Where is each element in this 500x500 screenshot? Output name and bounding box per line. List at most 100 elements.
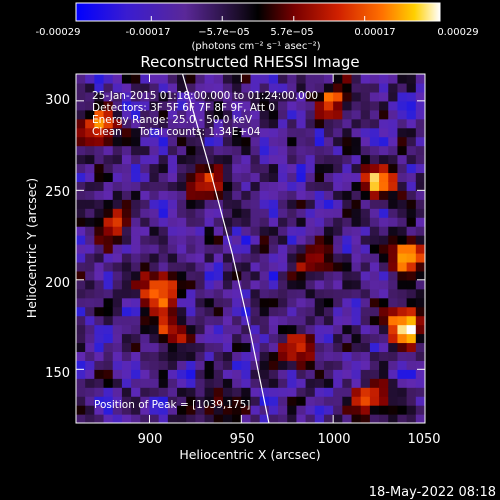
heatmap-cell [158,252,169,263]
heatmap-cell [323,252,334,263]
heatmap-cell [360,270,371,281]
heatmap-cell [131,342,141,353]
heatmap-cell [158,190,169,200]
heatmap-cell [305,163,316,174]
heatmap-cell [131,333,141,344]
colorbar-tick-label-5: 0.00029 [437,27,478,38]
heatmap-cell [158,163,169,174]
heatmap-cell [149,109,160,120]
heatmap-cell [369,118,380,129]
heatmap-cell [131,181,141,191]
heatmap-cell [287,154,298,165]
heatmap-cell [342,82,353,93]
heatmap-cell [112,270,123,281]
heatmap-cell [369,172,380,182]
heatmap-cell [342,351,353,361]
heatmap-cell [250,181,261,191]
heatmap-cell [351,181,362,191]
heatmap-cell [323,351,334,361]
heatmap-cell [369,244,380,254]
heatmap-cell [186,315,196,326]
heatmap-cell [177,342,187,353]
heatmap-cell [140,261,151,272]
heatmap-cell [278,333,288,344]
heatmap-cell [204,91,215,102]
heatmap-cell [186,136,196,147]
heatmap-cell [406,279,417,290]
heatmap-cell [369,74,380,84]
heatmap-cell [241,369,252,379]
heatmap-cell [305,181,316,191]
heatmap-cell [296,127,307,138]
heatmap-cell [112,82,123,93]
heatmap-cell [213,414,224,423]
heatmap-cell [149,208,160,218]
heatmap-cell [213,217,224,227]
heatmap-cell [342,306,353,317]
heatmap-cell [323,163,334,174]
heatmap-cell [85,74,95,84]
heatmap-cell [241,136,252,147]
heatmap-cell [186,270,196,281]
heatmap-cell [323,74,334,84]
heatmap-cell [278,226,288,236]
heatmap-cell [140,324,151,335]
heatmap-cell [406,297,417,308]
heatmap-cell [278,306,288,317]
heatmap-cell [213,405,224,415]
heatmap-cell [103,136,114,147]
heatmap-cell [121,396,132,406]
heatmap-cell [213,378,224,388]
heatmap-cell [232,190,242,200]
heatmap-cell [379,279,389,290]
heatmap-cell [250,109,261,120]
heatmap-cell [222,74,233,84]
info-line-counts: Clean Total counts: 1.34E+04 [92,126,261,138]
heatmap-cell [314,405,325,415]
heatmap-cell [76,208,86,218]
heatmap-cell [305,405,316,415]
heatmap-cell [250,100,261,111]
heatmap-cell [85,252,95,263]
heatmap-cell [333,297,343,308]
heatmap-cell [268,333,279,344]
heatmap-cell [167,244,178,254]
heatmap-cell [177,333,187,344]
heatmap-cell [415,369,425,379]
heatmap-cell [76,324,86,335]
heatmap-cell [103,405,114,415]
heatmap-cell [103,199,114,209]
heatmap-cell [167,172,178,182]
heatmap-cell [250,378,261,388]
plot-frame [75,73,426,424]
heatmap-cell [388,82,399,93]
heatmap-cell [103,324,114,335]
heatmap-cell [406,91,417,102]
heatmap-cell [388,405,399,415]
heatmap-cell [232,261,242,272]
heatmap-cell [250,235,261,245]
heatmap-cell [177,127,187,138]
heatmap-cell [351,74,362,84]
heatmap-cell [278,154,288,165]
heatmap-cell [85,91,95,102]
heatmap-cell [167,324,178,335]
heatmap-cell [360,306,371,317]
heatmap-cell [369,235,380,245]
heatmap-cell [241,396,252,406]
heatmap-cell [103,181,114,191]
heatmap-cell [379,109,389,120]
heatmap-cell [94,208,105,218]
heatmap-cell [177,118,187,129]
heatmap-cell [415,163,425,174]
heatmap-cell [305,208,316,218]
heatmap-cell [305,172,316,182]
heatmap-cell [204,127,215,138]
heatmap-cell [305,270,316,281]
heatmap-cell [94,414,105,423]
heatmap-cell [140,190,151,200]
heatmap-cell [250,190,261,200]
heatmap-cell [121,360,132,370]
heatmap-cell [232,288,242,299]
heatmap-cell [268,369,279,379]
